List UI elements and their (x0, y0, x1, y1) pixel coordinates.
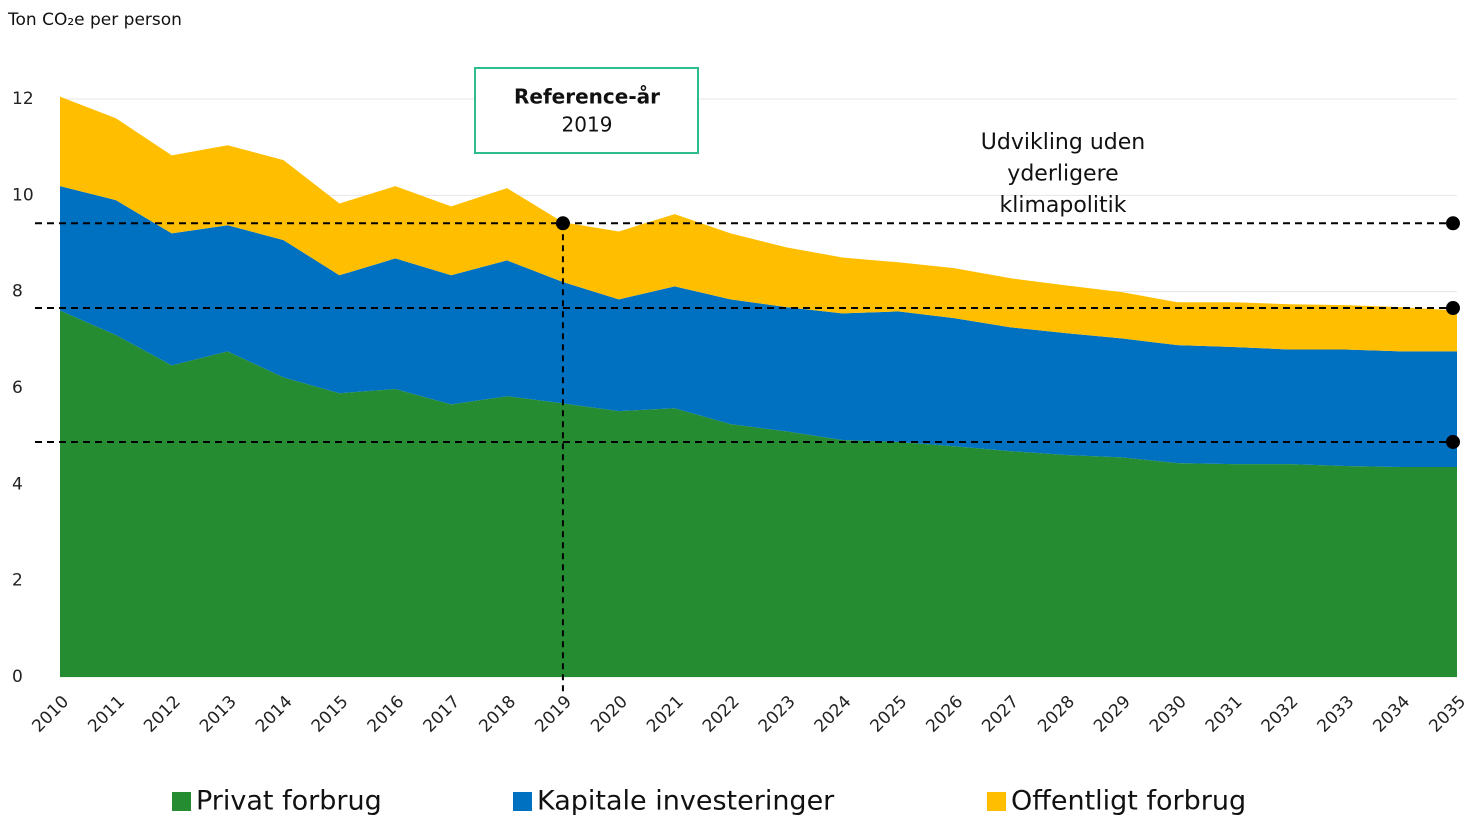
y-tick-label: 4 (12, 474, 23, 494)
x-tick-label: 2023 (755, 692, 800, 737)
scenario-label: Udvikling uden (981, 130, 1145, 155)
x-tick-label: 2028 (1034, 692, 1079, 737)
legend-swatch (987, 792, 1006, 811)
x-tick-label: 2015 (308, 692, 353, 737)
x-tick-label: 2012 (140, 692, 185, 737)
legend-label: Privat forbrug (196, 786, 382, 817)
reference-dot (1446, 216, 1460, 231)
reference-dot (1446, 301, 1460, 316)
area (60, 310, 1457, 677)
x-tick-label: 2035 (1425, 692, 1465, 737)
x-tick-label: 2034 (1369, 692, 1414, 737)
annotation-year: 2019 (562, 113, 613, 137)
legend-swatch (513, 792, 532, 811)
x-tick-label: 2027 (978, 692, 1023, 737)
x-tick-label: 2031 (1202, 692, 1247, 737)
area (60, 186, 1457, 467)
y-tick-label: 2 (12, 571, 23, 591)
x-tick-label: 2032 (1258, 692, 1303, 737)
legend-label: Kapitale investeringer (537, 786, 835, 817)
x-tick-label: 2013 (196, 692, 241, 737)
x-tick-label: 2020 (587, 692, 632, 737)
x-tick-label: 2029 (1090, 692, 1135, 737)
y-tick-label: 10 (12, 185, 34, 205)
x-tick-label: 2016 (364, 692, 409, 737)
reference-dot (555, 216, 570, 231)
x-tick-label: 2021 (643, 692, 688, 737)
x-tick-label: 2024 (811, 692, 856, 737)
x-tick-label: 2019 (531, 692, 576, 737)
annotation-box (474, 67, 699, 154)
legend-swatch (172, 792, 191, 811)
x-tick-label: 2026 (922, 692, 967, 737)
x-tick-label: 2010 (28, 692, 73, 737)
scenario-label: yderligere (1007, 162, 1118, 187)
scenario-label: klimapolitik (999, 193, 1126, 218)
y-tick-label: 12 (12, 89, 34, 109)
x-tick-label: 2011 (84, 692, 129, 737)
x-tick-label: 2022 (699, 692, 744, 737)
x-tick-label: 2018 (475, 692, 520, 737)
y-axis-label: Ton CO₂e per person (7, 10, 182, 30)
x-tick-label: 2033 (1314, 692, 1359, 737)
x-tick-label: 2017 (419, 692, 464, 737)
y-tick-label: 6 (12, 378, 23, 398)
x-tick-label: 2030 (1146, 692, 1191, 737)
x-tick-label: 2014 (252, 692, 297, 737)
x-tick-label: 2025 (867, 692, 912, 737)
y-tick-label: 8 (12, 282, 23, 302)
reference-dot (1446, 434, 1460, 449)
y-tick-label: 0 (12, 667, 23, 687)
legend-label: Offentligt forbrug (1011, 786, 1246, 817)
annotation-label: Reference-år (514, 85, 660, 109)
